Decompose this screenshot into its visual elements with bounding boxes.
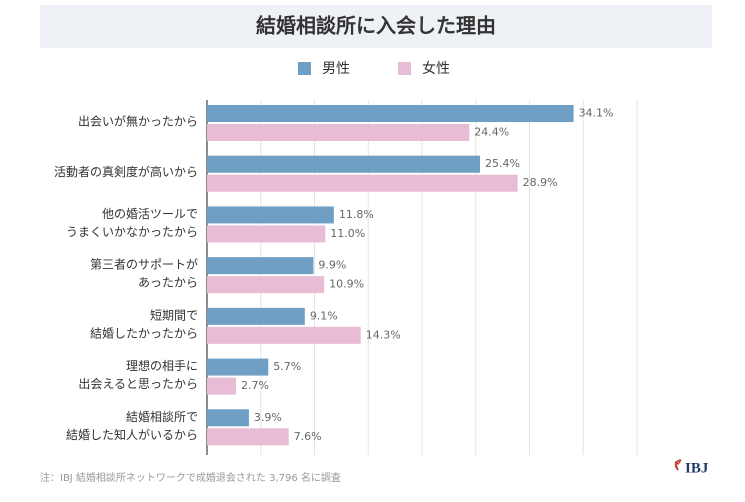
bar [207,155,481,173]
note: 注：IBJ 結婚相談所ネットワークで成婚退会された 3,796 名に調査 [40,471,341,484]
legend-label: 男性 [322,61,350,77]
value-label: 34.1% [579,107,614,120]
value-label: 9.9% [318,259,346,272]
y-tick-label: 活動者の真剣度が高いから [54,164,198,179]
y-tick-label: 結婚したかったから [90,326,198,340]
y-tick-label: 理想の相手に [126,358,198,373]
bar [207,326,361,344]
logo: IBJ [685,460,709,476]
value-label: 25.4% [485,157,520,170]
chart-title: 結婚相談所に入会した理由 [256,14,496,38]
y-tick-label: 他の婚活ツールで [102,207,198,221]
y-tick-label: 第三者のサポートが [90,257,198,272]
bar [207,225,326,243]
value-label: 14.3% [366,328,401,341]
title-box [40,5,712,48]
bar [207,307,305,325]
value-label: 28.9% [523,176,558,189]
bar [207,428,289,446]
y-tick-label: 出会いが無かったから [78,114,198,129]
logo-heart [674,459,682,471]
value-label: 10.9% [329,278,364,291]
y-tick-label: あったから [138,276,198,290]
bar [207,105,574,122]
value-label: 11.0% [330,227,365,240]
value-label: 5.7% [273,360,301,373]
value-label: 2.7% [241,379,269,392]
legend-swatch [298,62,311,75]
bar [207,124,470,141]
value-label: 3.9% [254,411,282,424]
y-tick-label: 結婚した知人がいるから [66,427,198,442]
bar [207,257,314,275]
y-tick-label: 短期間で [150,308,198,322]
bar [207,377,237,395]
bar [207,276,325,294]
value-label: 9.1% [310,309,338,322]
value-label: 11.8% [339,208,374,221]
y-tick-label: 出会えると思ったから [78,377,198,391]
y-tick-label: うまくいかなかったから [66,225,198,239]
bar [207,174,518,192]
bar [207,206,334,224]
bar [207,409,249,427]
y-tick-label: 結婚相談所で [126,409,198,424]
bar [207,358,269,376]
value-label: 24.4% [474,126,509,139]
legend-label: 女性 [422,60,450,77]
value-label: 7.6% [294,430,322,443]
legend-swatch [398,62,411,75]
